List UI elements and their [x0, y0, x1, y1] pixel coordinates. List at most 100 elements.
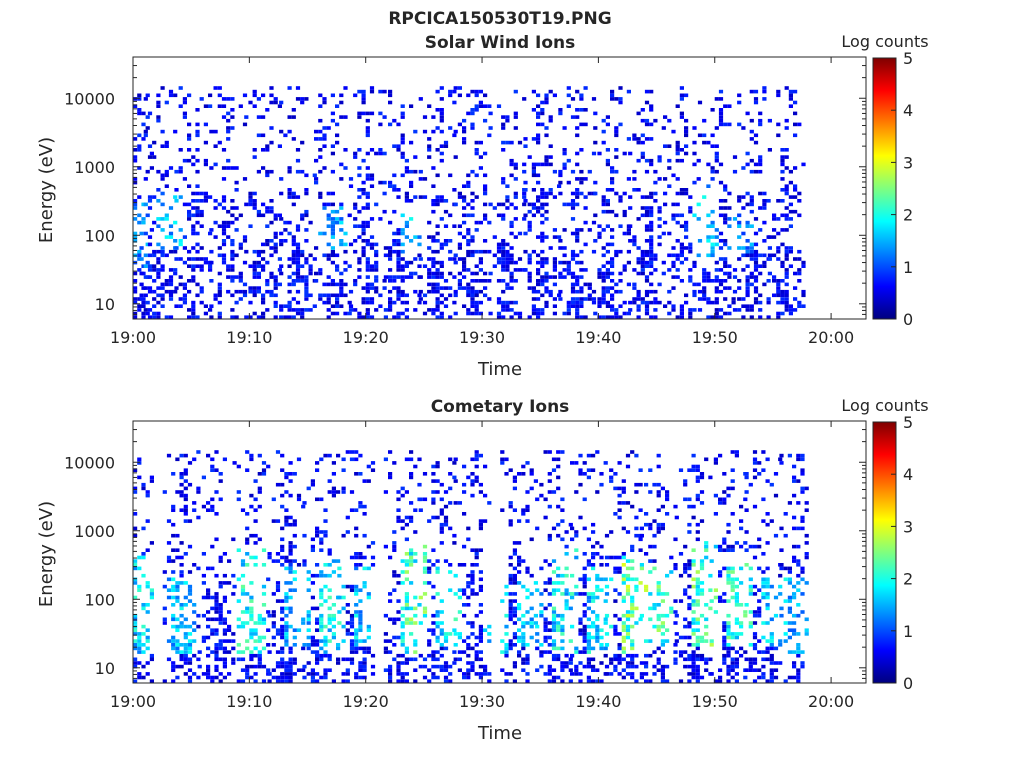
heatmap-cell: [767, 118, 772, 123]
heatmap-cell: [474, 650, 479, 654]
heatmap-cell: [203, 158, 208, 163]
heatmap-cell: [261, 617, 267, 622]
heatmap-cell: [343, 293, 348, 298]
heatmap-cell: [145, 646, 150, 651]
heatmap-cell: [695, 603, 700, 607]
heatmap-cell: [284, 515, 289, 520]
heatmap-cell: [483, 672, 488, 676]
heatmap-cell: [688, 206, 693, 210]
heatmap-cell: [656, 508, 661, 512]
heatmap-cell: [145, 260, 150, 265]
heatmap-cell: [517, 231, 523, 236]
heatmap-cell: [702, 133, 707, 138]
heatmap-cell: [314, 271, 319, 276]
heatmap-cell: [547, 533, 552, 538]
heatmap-cell: [145, 169, 150, 174]
heatmap-cell: [691, 668, 696, 672]
heatmap-cell: [723, 199, 728, 203]
heatmap-cell: [512, 643, 517, 647]
heatmap-cell: [474, 89, 479, 94]
heatmap-cell: [636, 246, 641, 250]
heatmap-cell: [139, 293, 144, 298]
heatmap-cell: [257, 472, 262, 476]
heatmap-cell: [765, 621, 770, 625]
heatmap-cell: [354, 675, 359, 680]
heatmap-cell: [337, 621, 342, 625]
heatmap-cell: [315, 621, 320, 625]
heatmap-cell: [702, 286, 707, 290]
heatmap-cell: [240, 668, 246, 672]
heatmap-cell: [435, 271, 440, 276]
heatmap-cell: [191, 315, 196, 319]
heatmap-cell: [418, 664, 423, 669]
heatmap-cell: [578, 650, 583, 654]
heatmap-cell: [422, 570, 428, 574]
heatmap-cell: [591, 599, 596, 603]
heatmap-cell: [562, 246, 567, 250]
heatmap-cell: [784, 155, 789, 159]
heatmap-cell: [474, 293, 479, 298]
heatmap-cell: [783, 632, 788, 636]
heatmap-cell: [586, 635, 591, 640]
heatmap-cell: [339, 286, 344, 290]
heatmap-cell: [304, 279, 309, 283]
heatmap-cell: [269, 275, 274, 279]
heatmap-cell: [439, 522, 444, 527]
heatmap-cell: [245, 512, 250, 516]
heatmap-cell: [551, 610, 557, 614]
heatmap-cell: [173, 289, 178, 294]
heatmap-cell: [713, 595, 718, 600]
heatmap-cell: [187, 592, 193, 596]
heatmap-cell: [431, 621, 436, 625]
heatmap-cell: [168, 297, 174, 301]
heatmap-cell: [512, 664, 517, 669]
heatmap-cell: [517, 519, 522, 523]
heatmap-cell: [793, 89, 798, 94]
heatmap-cell: [357, 195, 362, 199]
heatmap-cell: [595, 624, 600, 629]
heatmap-cell: [639, 533, 644, 538]
heatmap-cell: [345, 515, 350, 520]
heatmap-cell: [171, 584, 176, 589]
heatmap-cell: [773, 646, 779, 651]
heatmap-cell: [400, 257, 405, 261]
heatmap-cell: [517, 140, 523, 145]
heatmap-cell: [162, 584, 167, 589]
heatmap-cell: [288, 479, 293, 483]
heatmap-cell: [335, 217, 340, 221]
heatmap-cell: [330, 293, 335, 298]
heatmap-cell: [691, 577, 696, 582]
heatmap-cell: [741, 315, 746, 319]
heatmap-cell: [133, 300, 138, 305]
heatmap-cell: [521, 657, 526, 662]
heatmap-cell: [556, 450, 561, 454]
heatmap-cell: [649, 300, 654, 305]
heatmap-cell: [435, 275, 440, 279]
heatmap-cell: [279, 239, 284, 243]
heatmap-cell: [779, 613, 784, 618]
heatmap-cell: [331, 461, 336, 465]
heatmap-cell: [266, 628, 271, 632]
heatmap-cell: [649, 264, 654, 268]
heatmap-cell: [578, 661, 583, 665]
heatmap-cell: [343, 311, 348, 316]
heatmap-cell: [217, 224, 222, 228]
heatmap-cell: [745, 286, 750, 290]
heatmap-cell: [427, 581, 432, 585]
heatmap-cell: [722, 653, 727, 658]
heatmap-cell: [570, 461, 575, 465]
heatmap-cell: [508, 639, 513, 643]
heatmap-cell: [714, 289, 719, 294]
heatmap-cell: [396, 195, 401, 199]
heatmap-cell: [326, 242, 331, 247]
heatmap-cell: [439, 664, 444, 669]
heatmap-cell: [178, 297, 183, 301]
heatmap-cell: [358, 555, 363, 560]
heatmap-cell: [400, 672, 405, 676]
heatmap-cell: [310, 595, 315, 600]
heatmap-cell: [487, 220, 492, 225]
heatmap-cell: [166, 657, 172, 662]
heatmap-cell: [249, 606, 254, 611]
heatmap-cell: [501, 126, 506, 130]
heatmap-cell: [413, 643, 418, 647]
